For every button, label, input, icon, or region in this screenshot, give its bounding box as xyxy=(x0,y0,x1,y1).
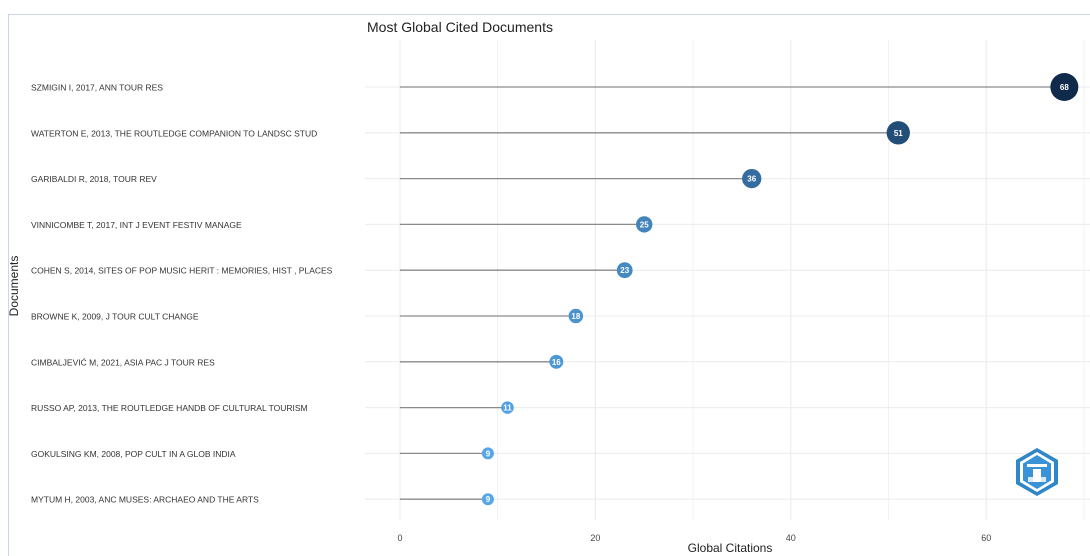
category-label: SZMIGIN I, 2017, ANN TOUR RES xyxy=(31,83,163,93)
category-label: WATERTON E, 2013, THE ROUTLEDGE COMPANIO… xyxy=(31,128,317,138)
x-tick-label: 0 xyxy=(397,533,402,543)
value-label: 9 xyxy=(486,495,491,504)
x-tick-label: 40 xyxy=(786,533,796,543)
category-label: VINNICOMBE T, 2017, INT J EVENT FESTIV M… xyxy=(31,220,242,230)
value-label: 68 xyxy=(1060,83,1069,92)
category-label: CIMBALJEVIĆ M, 2021, ASIA PAC J TOUR RES xyxy=(31,357,215,367)
value-label: 9 xyxy=(486,449,491,458)
value-label: 51 xyxy=(894,129,903,138)
category-label: MYTUM H, 2003, ANC MUSES: ARCHAEO AND TH… xyxy=(31,495,259,505)
logo-icon xyxy=(1015,447,1059,497)
category-label: BROWNE K, 2009, J TOUR CULT CHANGE xyxy=(31,312,199,322)
value-label: 25 xyxy=(640,220,649,229)
category-label: GOKULSING KM, 2008, POP CULT IN A GLOB I… xyxy=(31,449,236,459)
category-label: GARIBALDI R, 2018, TOUR REV xyxy=(31,174,157,184)
category-label: COHEN S, 2014, SITES OF POP MUSIC HERIT … xyxy=(31,266,333,276)
x-tick-label: 60 xyxy=(981,533,991,543)
x-tick-label: 20 xyxy=(590,533,600,543)
value-label: 36 xyxy=(747,175,756,184)
value-label: 16 xyxy=(552,358,561,367)
value-label: 18 xyxy=(571,312,580,321)
value-label: 23 xyxy=(620,266,629,275)
category-label: RUSSO AP, 2013, THE ROUTLEDGE HANDB OF C… xyxy=(31,403,308,413)
value-label: 11 xyxy=(503,404,512,413)
